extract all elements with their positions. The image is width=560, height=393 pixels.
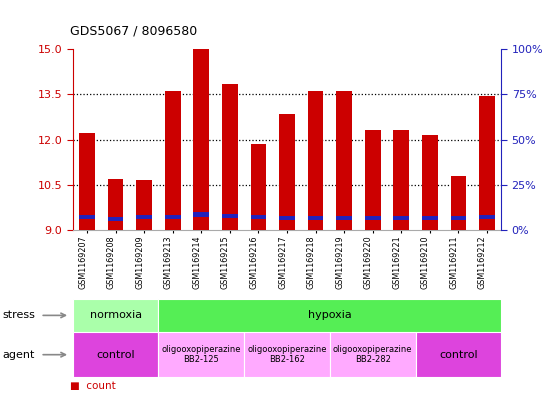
Bar	[450, 216, 466, 220]
Text: GDS5067 / 8096580: GDS5067 / 8096580	[70, 24, 197, 37]
Bar	[479, 96, 495, 230]
Bar	[330, 332, 416, 377]
Bar	[193, 49, 209, 230]
Bar	[279, 216, 295, 220]
Bar	[73, 299, 158, 332]
Bar	[193, 213, 209, 217]
Text: hypoxia: hypoxia	[308, 310, 352, 320]
Bar	[79, 134, 95, 230]
Bar	[336, 216, 352, 220]
Bar	[479, 215, 495, 219]
Bar	[79, 215, 95, 219]
Text: control: control	[96, 350, 135, 360]
Bar	[365, 216, 381, 220]
Bar	[393, 130, 409, 230]
Text: agent: agent	[3, 350, 35, 360]
Bar	[165, 91, 181, 230]
Bar	[136, 180, 152, 230]
Bar	[73, 332, 158, 377]
Text: normoxia: normoxia	[90, 310, 142, 320]
Bar	[222, 214, 238, 219]
Bar	[422, 216, 438, 220]
Bar	[250, 144, 267, 230]
Bar	[108, 179, 124, 230]
Bar	[450, 176, 466, 230]
Bar	[108, 217, 124, 222]
Text: oligooxopiperazine
BB2-162: oligooxopiperazine BB2-162	[248, 345, 326, 364]
Text: stress: stress	[3, 310, 36, 320]
Text: control: control	[439, 350, 478, 360]
Bar	[336, 91, 352, 230]
Bar	[279, 114, 295, 230]
Bar	[307, 91, 324, 230]
Bar	[365, 130, 381, 230]
Bar	[158, 299, 501, 332]
Bar	[393, 216, 409, 220]
Bar	[158, 332, 244, 377]
Text: oligooxopiperazine
BB2-125: oligooxopiperazine BB2-125	[162, 345, 241, 364]
Text: ■  count: ■ count	[70, 381, 116, 391]
Text: oligooxopiperazine
BB2-282: oligooxopiperazine BB2-282	[333, 345, 412, 364]
Bar	[165, 215, 181, 219]
Bar	[416, 332, 501, 377]
Bar	[244, 332, 330, 377]
Bar	[222, 84, 238, 230]
Bar	[250, 215, 267, 219]
Bar	[307, 216, 324, 220]
Bar	[136, 215, 152, 219]
Bar	[422, 135, 438, 230]
